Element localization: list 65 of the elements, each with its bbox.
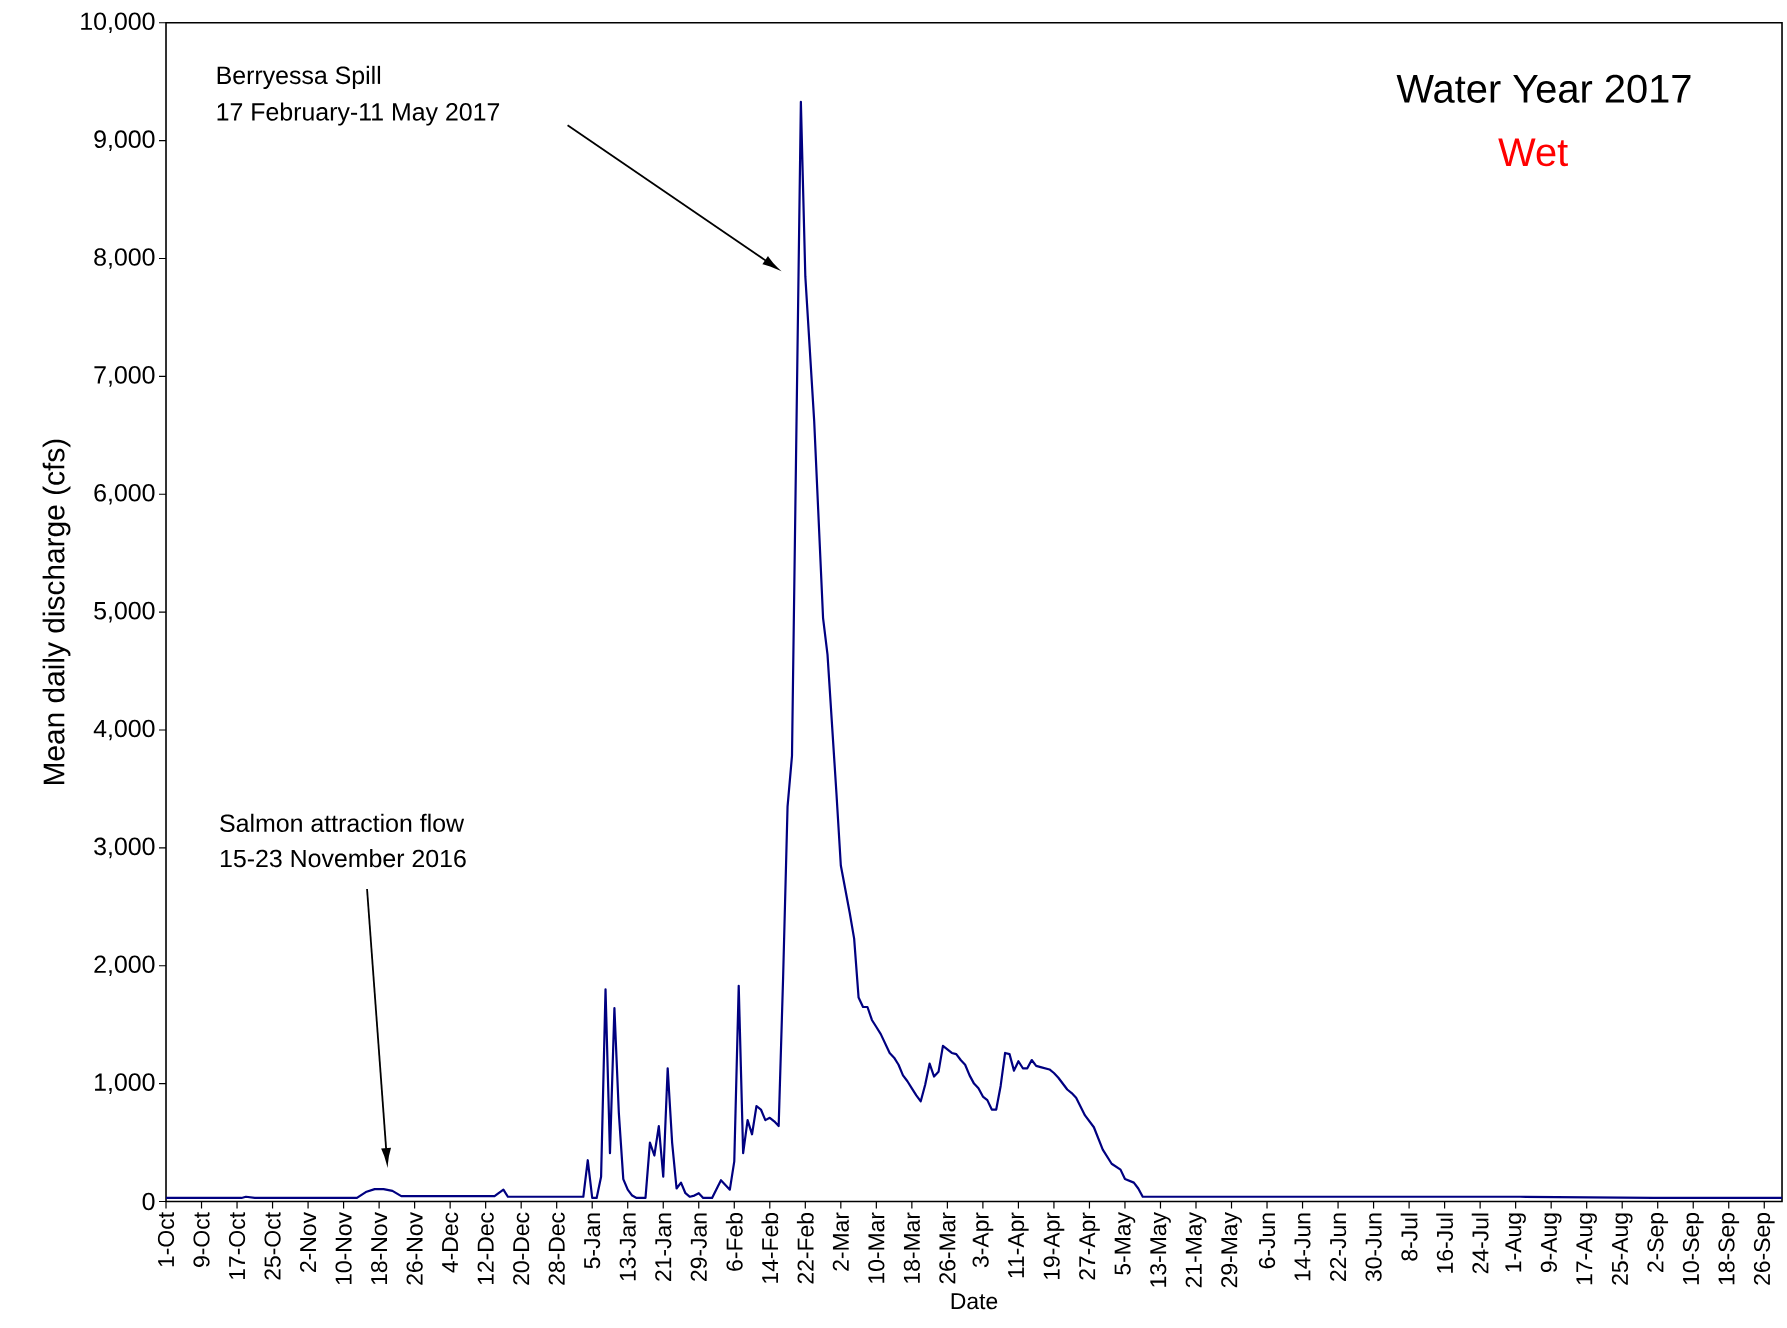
y-tick-label: 0 [142, 1192, 155, 1211]
x-tick-label: 18-Sep [1718, 1212, 1740, 1285]
x-tick-label: 10-Nov [335, 1212, 352, 1285]
x-tick-label: 29-Jan [690, 1213, 707, 1281]
x-tick-label: 21-Jan [655, 1213, 672, 1281]
x-tick-label: 16-Jul [1436, 1213, 1454, 1273]
x-tick-label: 20-Dec [513, 1212, 530, 1285]
x-tick-label: 17-Oct [228, 1212, 246, 1280]
x-tick-label: 2-Nov [299, 1212, 317, 1272]
x-tick-label: 22-Feb [796, 1212, 814, 1284]
x-tick-label: 13-Jan [619, 1213, 636, 1281]
x-tick-label: 3-Apr [972, 1212, 994, 1268]
y-tick-label: 2,000 [94, 955, 155, 977]
annotation: Salmon attraction flow [220, 813, 465, 833]
x-tick-label: 24-Jul [1471, 1213, 1489, 1274]
x-tick-label: 4-Dec [442, 1212, 459, 1273]
x-tick-label: 9-Aug [1540, 1213, 1562, 1273]
x-tick-label: 14-Jun [1294, 1213, 1311, 1281]
x-tick-label: 17-Aug [1576, 1213, 1597, 1285]
x-tick-label: 26-Nov [406, 1212, 423, 1285]
x-tick-label: 18-Mar [903, 1212, 920, 1283]
y-axis-title: Mean daily discharge (cfs) [42, 439, 71, 785]
x-tick-label: 12-Dec [477, 1212, 494, 1285]
x-tick-label: 11-Apr [1008, 1212, 1029, 1278]
x-tick-label: 21-May [1185, 1212, 1207, 1288]
x-tick-label: 5-Jan [584, 1213, 601, 1269]
y-tick-label: 10,000 [81, 12, 155, 34]
x-tick-label: 25-Aug [1611, 1213, 1633, 1285]
annotation: 15-23 November 2016 [220, 848, 466, 868]
text: Wet [1498, 138, 1568, 167]
y-tick-label: 7,000 [94, 366, 155, 387]
text: Water Year 2017 [1396, 74, 1691, 103]
x-tick-label: 6-Feb [725, 1212, 743, 1271]
x-tick-label: 28-Dec [548, 1212, 565, 1285]
y-tick-label: 6,000 [94, 483, 155, 505]
x-tick-label: 13-May [1150, 1212, 1171, 1287]
y-tick-label: 9,000 [94, 130, 155, 151]
y-tick-label: 4,000 [93, 719, 155, 741]
x-tick-label: 26-Mar [939, 1212, 956, 1284]
x-tick-label: 14-Feb [761, 1212, 779, 1283]
x-tick-label: 10-Sep [1682, 1212, 1704, 1285]
x-axis-title: Date [951, 1293, 998, 1310]
x-tick-label: 29-May [1221, 1212, 1242, 1288]
y-tick-label: 5,000 [94, 601, 155, 623]
y-tick-label: 1,000 [95, 1073, 155, 1094]
y-tick-label: 8,000 [94, 248, 155, 269]
x-tick-label: 19-Apr [1043, 1212, 1065, 1280]
y-tick-label: 3,000 [94, 837, 155, 859]
x-tick-label: 18-Nov [371, 1212, 388, 1285]
x-tick-label: 2-Mar [832, 1212, 849, 1271]
x-tick-label: 26-Sep [1753, 1212, 1775, 1285]
x-tick-label: 10-Mar [868, 1212, 885, 1283]
x-tick-label: 27-Apr [1079, 1212, 1100, 1280]
x-tick-label: 22-Jun [1329, 1213, 1347, 1281]
x-tick-label: 8-Jul [1400, 1213, 1418, 1261]
x-tick-label: 5-May [1114, 1212, 1136, 1275]
annotation: Berryessa Spill [217, 65, 381, 90]
x-tick-label: 2-Sep [1647, 1212, 1669, 1272]
x-tick-label: 25-Oct [264, 1212, 281, 1280]
x-tick-label: 9-Oct [193, 1212, 210, 1267]
x-tick-label: 30-Jun [1365, 1213, 1382, 1282]
annotation: 17 February-11 May 2017 [217, 102, 500, 126]
x-tick-label: 1-Aug [1505, 1213, 1526, 1272]
x-tick-label: 6-Jun [1258, 1213, 1276, 1269]
x-tick-label: 1-Oct [157, 1212, 175, 1267]
